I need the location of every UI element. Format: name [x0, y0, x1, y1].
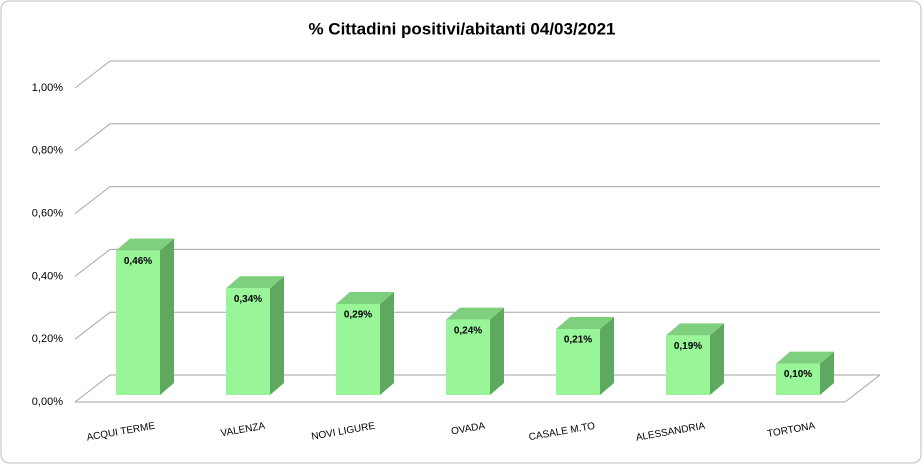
- axis-line: [844, 374, 881, 403]
- bar-top: [446, 307, 504, 320]
- y-tick-label: 1,00%: [32, 82, 63, 94]
- bar: [336, 291, 394, 395]
- bar-front: [446, 319, 490, 395]
- grid-line: [74, 60, 880, 89]
- data-label: 0,19%: [674, 341, 702, 352]
- grid-line: [74, 248, 880, 277]
- y-tick-label: 0,80%: [32, 145, 63, 157]
- bar-side: [820, 351, 834, 395]
- y-tick-label: 0,20%: [32, 333, 63, 345]
- bar-front: [116, 250, 160, 395]
- data-label: 0,46%: [124, 256, 152, 267]
- bar-side: [160, 238, 174, 395]
- bar-front: [226, 288, 270, 395]
- bar-top: [116, 238, 174, 251]
- bar: [556, 317, 614, 395]
- y-tick-label: 0,40%: [32, 270, 63, 282]
- bar-front: [666, 335, 710, 395]
- data-label: 0,34%: [234, 294, 262, 305]
- y-tick-label: 0,00%: [32, 396, 63, 408]
- bar-top: [776, 351, 834, 364]
- data-label: 0,21%: [564, 335, 592, 346]
- bar-side: [490, 307, 504, 395]
- bar: [446, 307, 504, 395]
- y-tick-label: 0,60%: [32, 208, 63, 220]
- grid-line: [74, 374, 880, 403]
- bar: [666, 323, 724, 395]
- bar-top: [556, 317, 614, 330]
- grid-line: [74, 186, 880, 214]
- bar-front: [776, 363, 820, 395]
- chart-title: % Cittadini positivi/abitanti 04/03/2021: [308, 19, 615, 38]
- grid-line: [74, 123, 880, 152]
- bar-side: [710, 323, 724, 395]
- data-label: 0,24%: [454, 325, 482, 336]
- bar-top: [666, 323, 724, 336]
- bar: [776, 351, 834, 395]
- bar-side: [270, 276, 284, 395]
- bar-top: [226, 276, 284, 289]
- bar-top: [336, 291, 394, 304]
- bar-side: [380, 291, 394, 395]
- bar-front: [556, 329, 600, 395]
- data-label: 0,29%: [344, 310, 372, 321]
- data-label: 0,10%: [784, 369, 812, 380]
- grid-line: [74, 311, 880, 340]
- bar-front: [336, 303, 380, 395]
- bar: [116, 238, 174, 395]
- bar-side: [600, 317, 614, 395]
- bar: [226, 276, 284, 395]
